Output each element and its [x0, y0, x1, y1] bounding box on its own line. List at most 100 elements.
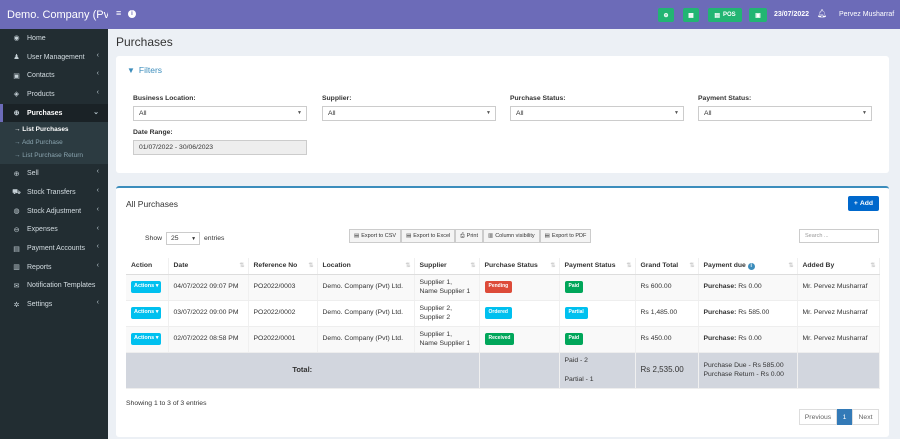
sidebar-item-purchases[interactable]: ⊕ Purchases ⌄: [0, 103, 108, 123]
table-row[interactable]: Actions ▾ 02/07/2022 08:58 PM PO2022/0001 D…: [126, 326, 880, 353]
payment-status-badge[interactable]: Partial: [564, 307, 588, 319]
purchase-status-label: Purchase Status:: [510, 95, 566, 102]
sort-icon: ⇅: [239, 263, 245, 269]
caret-down-icon: ▼: [486, 110, 491, 116]
purchase-status-cell: Pending: [479, 274, 560, 301]
column-header[interactable]: Purchase Status ⇅: [479, 258, 560, 275]
sidebar-item-payment-accounts[interactable]: ▤ Payment Accounts ‹: [0, 239, 108, 258]
column-header[interactable]: Action: [126, 258, 169, 275]
page-1-button[interactable]: 1: [837, 409, 852, 425]
plus-circle-icon: ⊕: [663, 12, 669, 19]
caret-down-icon: ▼: [674, 110, 679, 116]
purchase-status-select[interactable]: All ▼: [510, 106, 684, 121]
export-buttons: ▤ Export to CSV ▤ Export to Excel ⎙ Print ▥ Col…: [349, 229, 592, 243]
add-purchase-button[interactable]: + Add: [848, 196, 879, 211]
cash-register-button[interactable]: ▣: [749, 8, 767, 22]
add-quick-button[interactable]: ⊕: [658, 8, 674, 22]
menu-toggle-icon[interactable]: ≡: [116, 8, 122, 18]
sidebar-item-reports[interactable]: ▥ Reports ‹: [0, 258, 108, 277]
table-header: Action Date ⇅ Reference No ⇅ Location ⇅ Supplie…: [126, 258, 880, 275]
payment-status-badge[interactable]: Paid: [564, 281, 584, 293]
due-label: Purchase:: [703, 283, 737, 291]
chevron-icon: ‹: [96, 168, 99, 176]
table-row[interactable]: Actions ▾ 03/07/2022 09:00 PM PO2022/0002 D…: [126, 300, 880, 327]
export-button-2[interactable]: ⎙ Print: [455, 229, 483, 243]
show-label: Show: [145, 235, 163, 242]
sort-icon: ⇅: [626, 263, 632, 269]
column-header[interactable]: Reference No ⇅: [248, 258, 318, 275]
column-label: Payment Status: [564, 262, 616, 270]
chevron-icon: ‹: [96, 243, 99, 251]
page-length-select[interactable]: 25 ▼: [166, 232, 201, 245]
caret-down-icon: ▼: [297, 110, 302, 116]
actions-dropdown-button[interactable]: Actions ▾: [131, 333, 162, 345]
user-menu[interactable]: Pervez Musharraf: [839, 11, 895, 18]
sidebar-item-notification-templates[interactable]: ✉ Notification Templates: [0, 277, 108, 296]
search-input[interactable]: Search ...: [799, 229, 879, 243]
calculator-button[interactable]: ▦: [683, 8, 699, 22]
purchase-status-badge[interactable]: Received: [484, 333, 515, 345]
supplier-line: Name Supplier 1: [419, 288, 471, 295]
export-button-1[interactable]: ▤ Export to Excel: [401, 229, 456, 243]
purchase-status-badge[interactable]: Pending: [484, 281, 513, 293]
column-header[interactable]: Payment Status ⇅: [559, 258, 636, 275]
column-header[interactable]: Supplier ⇅: [414, 258, 480, 275]
tachometer-icon: ◉: [13, 35, 20, 43]
purchases-table: Action Date ⇅ Reference No ⇅ Location ⇅ Supplie…: [126, 258, 880, 389]
column-header[interactable]: Location ⇅: [317, 258, 415, 275]
previous-page-button[interactable]: Previous: [799, 409, 837, 425]
sidebar-item-settings[interactable]: ✲ Settings ‹: [0, 295, 108, 314]
file-icon: ▤: [406, 233, 412, 239]
table-row[interactable]: Actions ▾ 04/07/2022 09:07 PM PO2022/0003 D…: [126, 274, 880, 301]
pos-button[interactable]: ▤ POS: [708, 8, 742, 22]
sidebar-item-contacts[interactable]: ▣ Contacts ‹: [0, 66, 108, 85]
sidebar-item-products[interactable]: ◈ Products ‹: [0, 85, 108, 104]
sidebar-item-label: User Management: [27, 53, 85, 61]
brand-title[interactable]: Demo. Company (Pvt): [0, 0, 108, 29]
page-length: Show 25 ▼ entries: [145, 232, 224, 245]
reference-cell: PO2022/0003: [248, 274, 318, 301]
actions-dropdown-button[interactable]: Actions ▾: [131, 281, 162, 293]
total-grand-total: Rs 2,535.00: [635, 352, 699, 389]
purchase-status-cell: Received: [479, 326, 560, 353]
export-button-4[interactable]: ▤ Export to PDF: [539, 229, 592, 243]
column-label: Reference No: [253, 262, 298, 270]
submenu-item[interactable]: → Add Purchase: [14, 139, 63, 147]
sidebar-item-user-management[interactable]: ♟ User Management ‹: [0, 48, 108, 67]
info-icon[interactable]: i: [128, 10, 136, 18]
page-title: Purchases: [116, 35, 173, 49]
date-range-input[interactable]: 01/07/2022 - 30/06/2023: [133, 140, 307, 155]
sidebar-item-stock-adjustment[interactable]: ◍ Stock Adjustment ‹: [0, 202, 108, 221]
total-empty-cell: [479, 352, 560, 389]
column-label: Added By: [802, 262, 835, 270]
sort-icon: ⇅: [308, 263, 314, 269]
export-button-3[interactable]: ▥ Column visibility: [482, 229, 540, 243]
actions-dropdown-button[interactable]: Actions ▾: [131, 307, 162, 319]
sort-icon: ⇅: [550, 263, 556, 269]
submenu-item[interactable]: → List Purchase Return: [14, 152, 84, 160]
payment-status-badge[interactable]: Paid: [564, 333, 584, 345]
sidebar-item-expenses[interactable]: ⊖ Expenses ‹: [0, 221, 108, 240]
action-cell: Actions ▾: [126, 300, 169, 327]
bell-icon[interactable]: 🔔︎: [817, 9, 828, 18]
sidebar-item-sell[interactable]: ⊕ Sell ‹: [0, 164, 108, 183]
filter-icon: ▼: [127, 65, 135, 75]
next-page-button[interactable]: Next: [852, 409, 879, 425]
filters-toggle[interactable]: ▼ Filters: [127, 65, 162, 75]
supplier-select[interactable]: All ▼: [322, 106, 496, 121]
payment-status-select[interactable]: All ▼: [698, 106, 872, 121]
payment-due-cell: Purchase: Rs 0.00: [698, 326, 798, 353]
column-label: Action: [131, 262, 153, 270]
purchase-status-badge[interactable]: Ordered: [484, 307, 512, 319]
column-header[interactable]: Date ⇅: [168, 258, 249, 275]
column-header[interactable]: Payment due i ⇅: [698, 258, 798, 275]
column-header[interactable]: Grand Total ⇅: [635, 258, 699, 275]
business-location-select[interactable]: All ▼: [133, 106, 307, 121]
sidebar-item-home[interactable]: ◉ Home: [0, 29, 108, 48]
submenu-item[interactable]: → List Purchases: [14, 126, 69, 134]
sidebar-item-stock-transfers[interactable]: ⛟ Stock Transfers ‹: [0, 183, 108, 202]
export-button-0[interactable]: ▤ Export to CSV: [349, 229, 402, 243]
date-cell: 03/07/2022 09:00 PM: [168, 300, 249, 327]
purchase-return-total: Purchase Return - Rs 0.00: [703, 371, 784, 378]
column-header[interactable]: Added By ⇅: [797, 258, 880, 275]
